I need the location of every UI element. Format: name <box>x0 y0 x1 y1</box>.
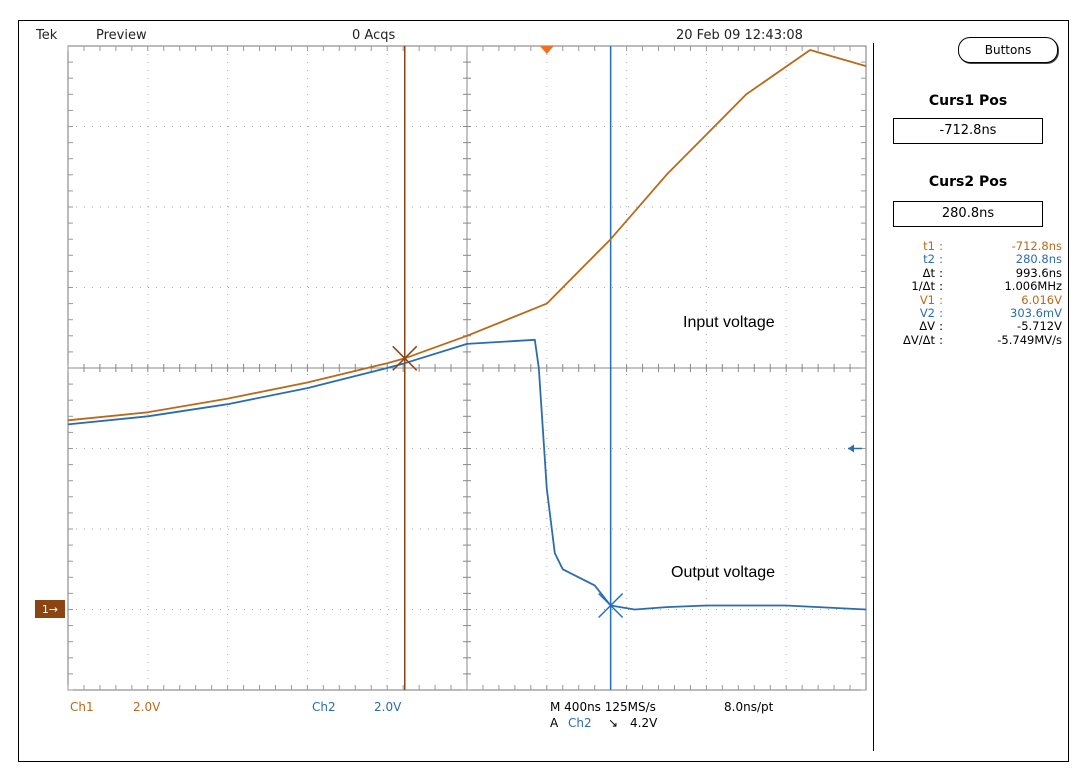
measurement-colon: : <box>939 239 943 253</box>
trigger-source: Ch2 <box>568 716 592 730</box>
measurement-value: 280.8ns <box>1015 252 1062 267</box>
ch2-trace <box>67 338 867 611</box>
measurement-row: 1/Δt: 1.006MHz <box>885 279 1062 294</box>
measurement-colon: : <box>939 305 943 320</box>
measurement-key: V1 <box>919 292 935 307</box>
ch1-scale: 2.0V <box>133 700 161 714</box>
measurement-value: -5.749MV/s <box>997 332 1062 347</box>
measurement-row: ΔV/Δt: -5.749MV/s <box>885 332 1062 347</box>
measurement-value: 1.006MHz <box>1004 279 1062 294</box>
timestamp: 20 Feb 09 12:43:08 <box>676 28 803 43</box>
measurement-colon: : <box>939 279 943 294</box>
trigger-prefix: A <box>550 716 559 730</box>
brand-label: Tek <box>36 28 58 43</box>
measurement-key: ΔV/Δt <box>903 332 935 347</box>
mode-label: Preview <box>96 28 147 43</box>
measurement-colon: : <box>939 332 943 347</box>
measurement-key: 1/Δt <box>911 279 935 294</box>
measurement-key: Δt <box>922 265 935 280</box>
panel-divider <box>873 43 874 751</box>
measurement-value: 303.6mV <box>1010 305 1062 320</box>
curs2-value-field[interactable]: 280.8ns <box>893 201 1043 227</box>
trigger-level-arrow <box>848 444 854 453</box>
ch2-label: Ch2 <box>312 700 336 714</box>
curs1-title: Curs1 Pos <box>928 93 1008 109</box>
measurement-row: Δt: 993.6ns <box>885 265 1062 280</box>
measurement-key: V2 <box>919 305 935 320</box>
ch1-trace <box>67 49 867 422</box>
measurement-readout: t1: -712.8ns t2: 280.8ns Δt: 993.6ns 1/Δt: 1.00… <box>885 239 1062 347</box>
measurement-key: ΔV <box>919 319 935 334</box>
cursor1-cross-marker <box>392 345 418 371</box>
trigger-position-marker <box>539 46 554 54</box>
measurement-value: -712.8ns <box>1011 239 1062 253</box>
cursor2-cross-marker <box>598 592 624 619</box>
curs1-value-field[interactable]: -712.8ns <box>893 118 1043 144</box>
curs2-title: Curs2 Pos <box>928 174 1008 190</box>
sample-interval: 8.0ns/pt <box>724 700 774 714</box>
trigger-slope-icon: ↘ <box>608 716 619 730</box>
measurement-row: V2: 303.6mV <box>885 305 1062 320</box>
measurement-row: ΔV: -5.712V <box>885 319 1062 334</box>
trigger-level: 4.2V <box>630 716 658 730</box>
measurement-row: V1: 6.016V <box>885 292 1062 307</box>
measurement-row: t2: 280.8ns <box>885 252 1062 267</box>
measurement-value: -5.712V <box>1017 319 1062 334</box>
ch1-label: Ch1 <box>70 700 94 714</box>
measurement-colon: : <box>939 265 943 280</box>
measurement-row: t1: -712.8ns <box>885 239 1062 253</box>
ch2-scale: 2.0V <box>374 700 402 714</box>
measurement-colon: : <box>939 292 943 307</box>
buttons-button[interactable]: Buttons <box>958 37 1058 63</box>
measurement-colon: : <box>939 252 943 267</box>
output-voltage-annotation: Output voltage <box>671 564 776 581</box>
input-voltage-annotation: Input voltage <box>683 314 775 331</box>
measurement-key: t2 <box>923 252 935 267</box>
measurement-key: t1 <box>923 239 935 253</box>
measurement-value: 6.016V <box>1021 292 1062 307</box>
timebase-readout: M 400ns 125MS/s <box>550 700 656 714</box>
measurement-colon: : <box>939 319 943 334</box>
ch1-ground-marker[interactable]: 1→ <box>35 600 65 618</box>
acquisition-count: 0 Acqs <box>352 28 396 43</box>
measurement-value: 993.6ns <box>1015 265 1062 280</box>
